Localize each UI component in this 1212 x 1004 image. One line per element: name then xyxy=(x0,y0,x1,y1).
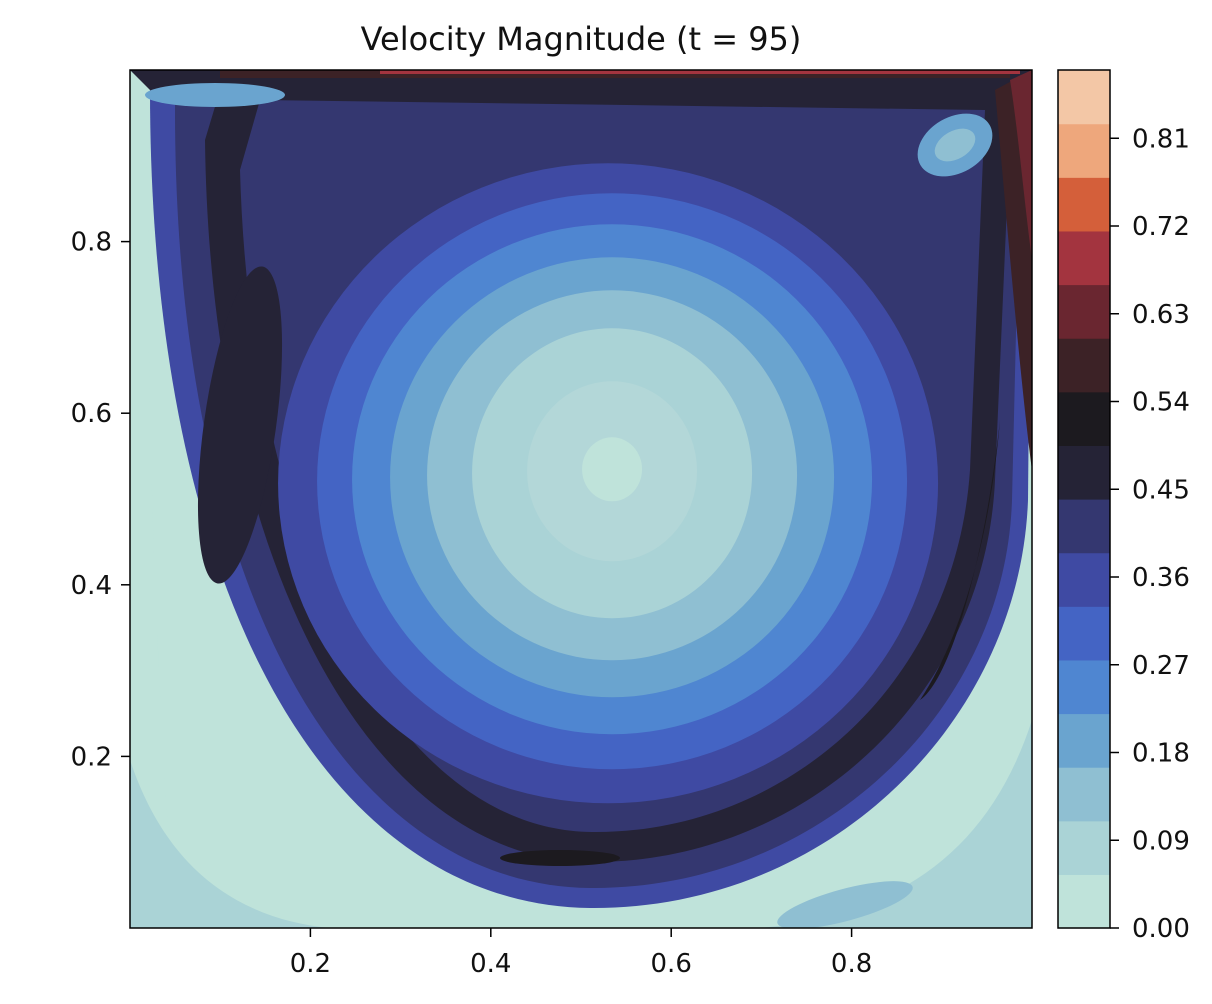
plot-frame xyxy=(129,69,1033,929)
x-tick-label: 0.4 xyxy=(470,949,511,979)
colorbar-band xyxy=(1058,123,1110,178)
colorbar-tick-label: 0.36 xyxy=(1132,563,1190,593)
contour-band xyxy=(380,70,1020,74)
x-tick-label: 0.6 xyxy=(651,949,692,979)
x-tick-label: 0.8 xyxy=(831,949,872,979)
colorbar-band xyxy=(1058,391,1110,446)
colorbar-tick-label: 0.27 xyxy=(1132,651,1190,681)
colorbar-band xyxy=(1058,499,1110,554)
x-axis: 0.2 0.4 0.6 0.8 xyxy=(290,928,872,979)
y-tick-label: 0.8 xyxy=(71,228,112,258)
contour-band xyxy=(130,760,330,928)
contour-band xyxy=(197,266,283,584)
y-tick-label: 0.2 xyxy=(71,742,112,772)
y-tick-label: 0.6 xyxy=(71,399,112,429)
colorbar-band xyxy=(1058,659,1110,715)
colorbar-band xyxy=(1058,284,1110,339)
colorbar-tick-label: 0.81 xyxy=(1132,124,1190,154)
x-tick-label: 0.2 xyxy=(290,949,331,979)
colorbar-band xyxy=(1058,874,1110,929)
colorbar-band xyxy=(1058,606,1110,661)
colorbar-band xyxy=(1058,70,1110,125)
y-tick-label: 0.4 xyxy=(71,571,112,601)
colorbar-tick-label: 0.54 xyxy=(1132,388,1190,418)
colorbar-tick-label: 0.72 xyxy=(1132,212,1190,242)
colorbar-tick-label: 0.00 xyxy=(1132,914,1190,944)
contour-band xyxy=(145,83,285,107)
colorbar-tick-label: 0.09 xyxy=(1132,826,1190,856)
contour-band xyxy=(582,437,643,502)
colorbar-band xyxy=(1058,713,1110,768)
colorbar-tick-label: 0.63 xyxy=(1132,300,1190,330)
contour-band xyxy=(500,850,620,866)
colorbar-bands xyxy=(1058,70,1110,929)
colorbar-ticks: 0.00 0.09 0.18 0.27 0.36 0.45 0.54 0.63 0.72 0.81 xyxy=(1110,124,1190,944)
colorbar-band xyxy=(1058,552,1110,607)
colorbar-band xyxy=(1058,767,1110,822)
chart-title: Velocity Magnitude (t = 95) xyxy=(361,20,802,58)
colorbar: 0.00 0.09 0.18 0.27 0.36 0.45 0.54 0.63 0.72 0.81 xyxy=(1057,69,1190,944)
contour-band xyxy=(130,70,175,928)
contour-band xyxy=(760,720,1032,928)
contour-band xyxy=(1010,70,1032,260)
colorbar-band xyxy=(1058,820,1110,875)
contour-bands xyxy=(130,70,1032,928)
plot-area xyxy=(130,70,1032,928)
colorbar-band xyxy=(1058,338,1110,393)
colorbar-frame xyxy=(1057,69,1111,929)
contour-band xyxy=(934,128,976,162)
colorbar-band xyxy=(1058,230,1110,286)
colorbar-tick-label: 0.18 xyxy=(1132,739,1190,769)
colorbar-band xyxy=(1058,177,1110,232)
colorbar-tick-label: 0.45 xyxy=(1132,475,1190,505)
y-axis: 0.2 0.4 0.6 0.8 xyxy=(71,228,130,772)
colorbar-band xyxy=(1058,445,1110,500)
contour-band xyxy=(777,881,913,928)
